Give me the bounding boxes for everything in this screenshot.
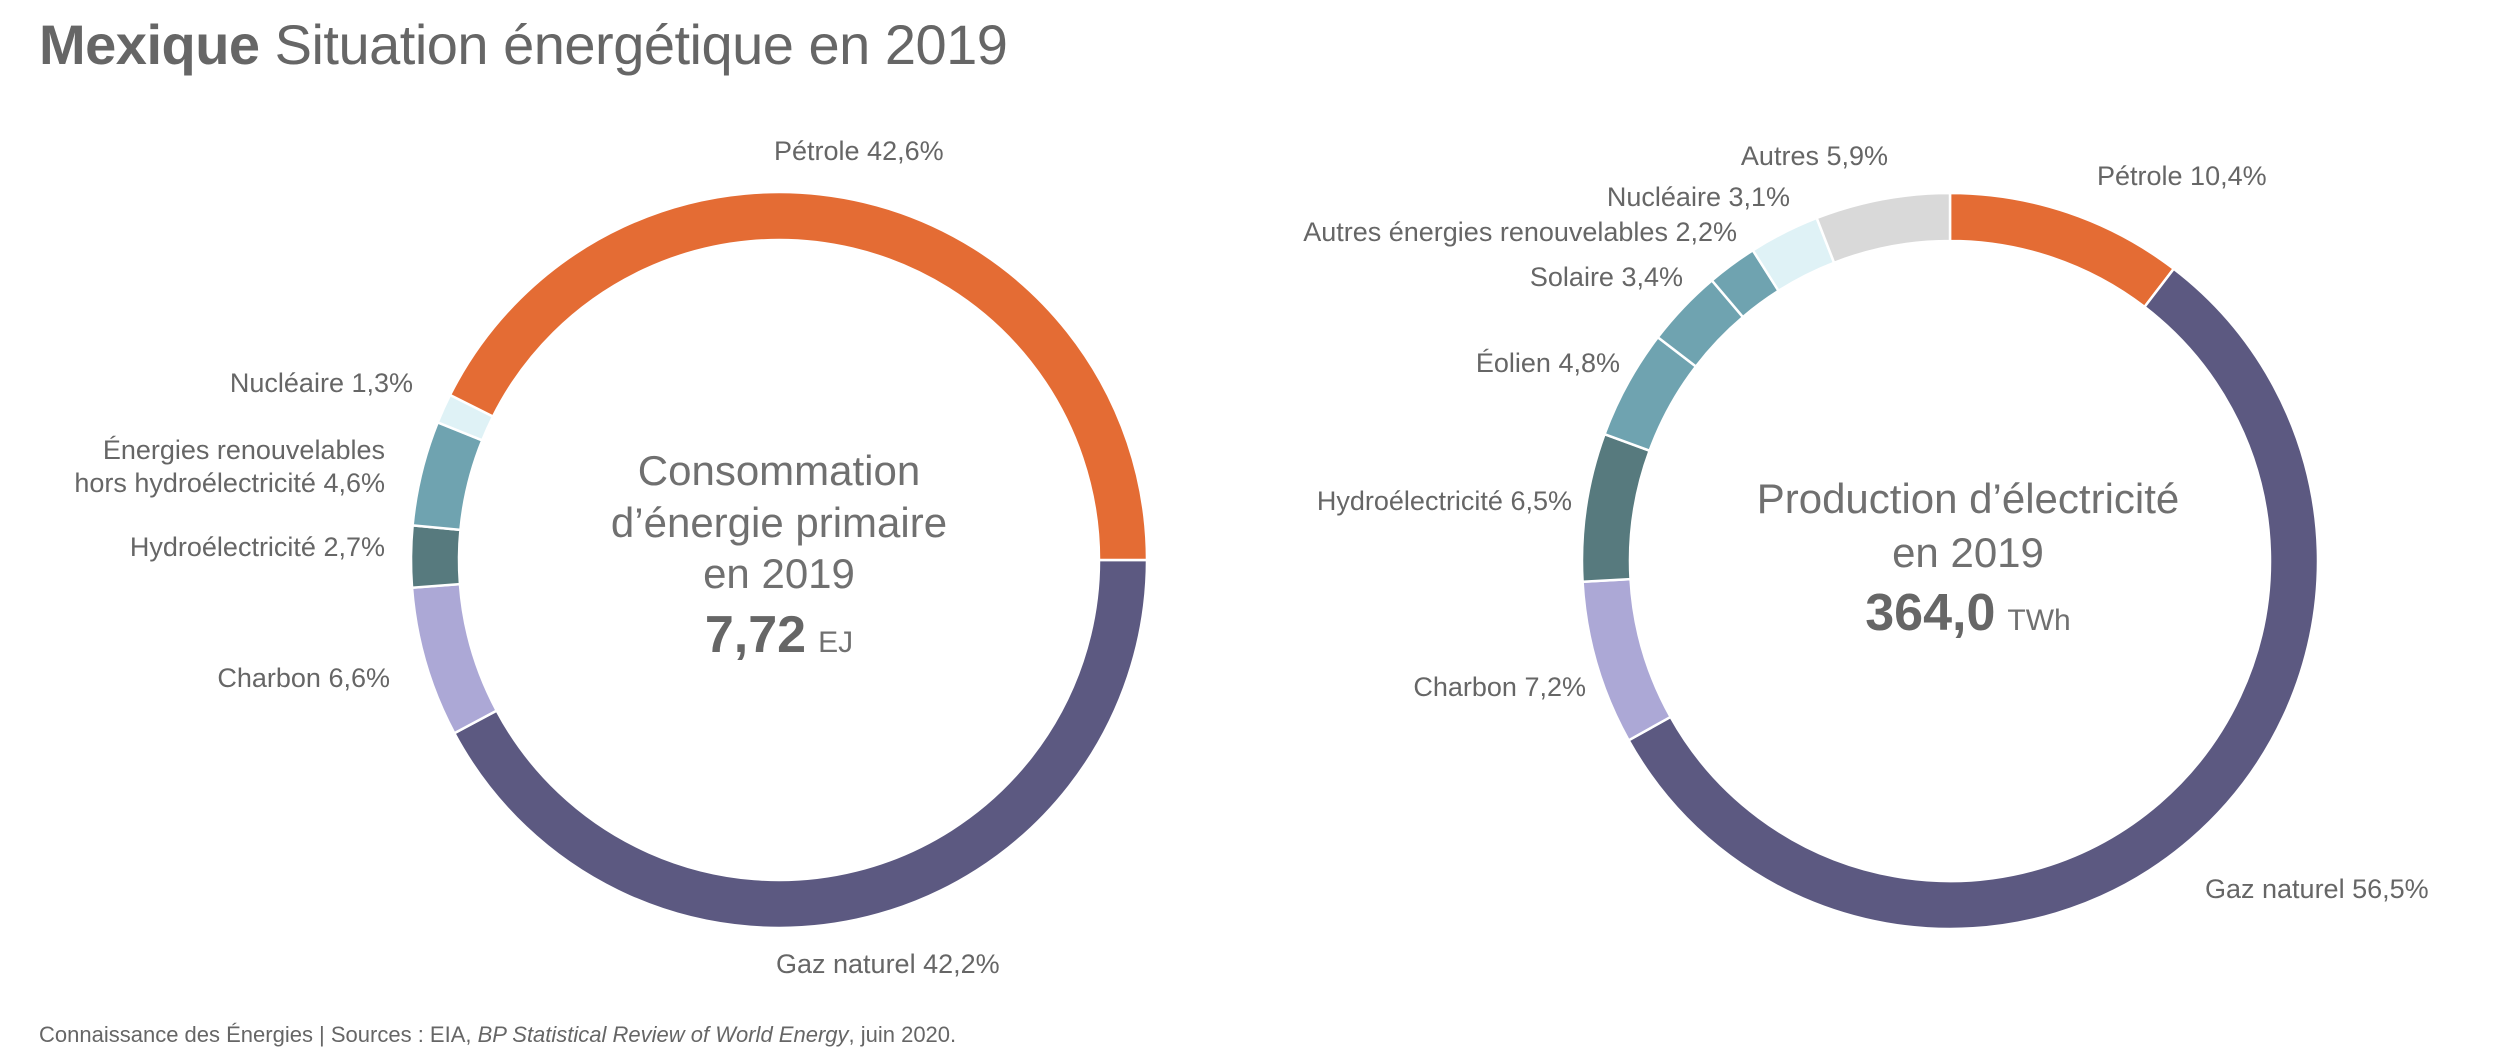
label-charbon: Charbon 6,6% (217, 663, 390, 693)
slice-energies-renouvelables-hors-hydroelectricite (411, 420, 484, 532)
label-petrole: Pétrole 42,6% (774, 136, 944, 166)
total-unit: TWh (2007, 604, 2070, 637)
total-unit: EJ (818, 626, 853, 659)
footer-prefix: Connaissance des Énergies | Sources : EI… (39, 1022, 478, 1047)
label-hydro: Hydroélectricité 6,5% (1317, 486, 1572, 516)
donut-electricity-production (1580, 191, 2320, 931)
label-enr-line1: Énergies renouvelables (103, 435, 385, 465)
slice-hydroelectricite (1580, 432, 1652, 584)
slice-gaz-naturel (452, 558, 1149, 930)
title-country: Mexique (39, 13, 260, 76)
label-eolien: Éolien 4,8% (1476, 348, 1620, 378)
label-hydro: Hydroélectricité 2,7% (130, 532, 385, 562)
slice-hydroelectricite (409, 524, 462, 590)
slice-petrole (448, 190, 1149, 562)
center-line-2: d’énergie primaire (611, 499, 947, 546)
center-line-3: en 2019 (703, 550, 855, 597)
total-value: 7,72 (705, 606, 806, 664)
slice-gaz-naturel (1626, 267, 2320, 931)
donut-primary-energy (409, 190, 1149, 930)
page-title: Mexique Situation énergétique en 2019 (39, 12, 1008, 78)
center-line-1: Production d’électricité (1757, 475, 2180, 522)
footer-suffix: , juin 2020. (848, 1022, 957, 1047)
footer-publication: BP Statistical Review of World Energy (477, 1022, 849, 1047)
center-line-1: Consommation (638, 447, 920, 494)
label-autres-enr: Autres énergies renouvelables 2,2% (1303, 217, 1737, 247)
label-solaire: Solaire 3,4% (1530, 262, 1683, 292)
slice-charbon (1581, 577, 1673, 743)
label-charbon: Charbon 7,2% (1413, 672, 1586, 702)
label-autres: Autres 5,9% (1741, 141, 1888, 171)
label-gaz: Gaz naturel 42,2% (776, 949, 1000, 979)
label-petrole: Pétrole 10,4% (2097, 161, 2267, 191)
label-enr-line2: hors hydroélectricité 4,6% (74, 468, 385, 498)
center-primary-energy: Consommation d’énergie primaire en 2019 … (611, 447, 947, 664)
center-total: 364,0 TWh (1865, 584, 2070, 642)
total-value: 364,0 (1865, 584, 1995, 642)
label-nucleaire: Nucléaire 1,3% (230, 368, 413, 398)
slice-charbon (410, 582, 499, 735)
slice-petrole (1948, 191, 2176, 309)
source-footer: Connaissance des Énergies | Sources : EI… (39, 1022, 956, 1048)
title-subtitle: Situation énergétique en 2019 (274, 13, 1008, 76)
label-gaz: Gaz naturel 56,5% (2205, 874, 2429, 904)
slice-autres (1815, 191, 1952, 265)
center-total: 7,72 EJ (705, 606, 853, 664)
center-line-2: en 2019 (1892, 529, 2044, 576)
labels-electricity: Pétrole 10,4% Autres 5,9% Nucléaire 3,1%… (1303, 141, 2428, 904)
label-nucleaire: Nucléaire 3,1% (1607, 182, 1790, 212)
center-electricity: Production d’électricité en 2019 364,0 TW… (1757, 475, 2180, 642)
labels-primary-energy: Pétrole 42,6% Nucléaire 1,3% Énergies re… (74, 136, 999, 979)
